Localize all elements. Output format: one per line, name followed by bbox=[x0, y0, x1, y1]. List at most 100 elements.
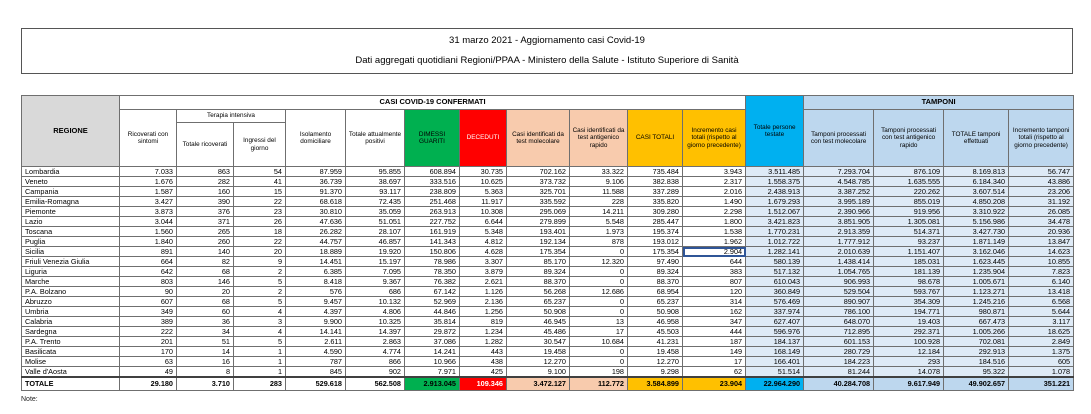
table-cell[interactable]: 36 bbox=[176, 316, 234, 327]
table-cell[interactable]: 4.548.785 bbox=[803, 176, 875, 187]
total-label-cell[interactable]: TOTALE bbox=[21, 376, 120, 391]
table-cell[interactable]: 1 bbox=[233, 366, 286, 378]
table-cell[interactable]: 184.137 bbox=[745, 336, 805, 347]
table-cell[interactable]: 51.051 bbox=[345, 216, 405, 227]
table-cell[interactable]: 2.611 bbox=[285, 336, 346, 347]
table-cell[interactable]: 376 bbox=[176, 206, 234, 217]
table-cell[interactable]: 4.590 bbox=[285, 346, 346, 357]
table-cell[interactable]: 193.012 bbox=[627, 236, 683, 247]
table-cell[interactable]: 41 bbox=[233, 176, 286, 187]
table-cell[interactable]: 5.548 bbox=[569, 216, 628, 227]
table-cell[interactable]: 14 bbox=[176, 346, 234, 357]
table-cell[interactable]: 251.468 bbox=[404, 196, 460, 207]
table-cell[interactable]: 44.757 bbox=[285, 236, 346, 247]
table-cell[interactable]: 702.081 bbox=[943, 336, 1010, 347]
table-cell[interactable]: 17 bbox=[569, 326, 628, 337]
table-cell[interactable]: 46.958 bbox=[627, 316, 683, 327]
table-cell[interactable]: 72.435 bbox=[345, 196, 405, 207]
table-cell[interactable]: 383 bbox=[681, 266, 747, 277]
table-cell[interactable]: 4.397 bbox=[285, 306, 346, 317]
table-cell[interactable]: 642 bbox=[119, 266, 177, 277]
table-cell[interactable]: 1.558.375 bbox=[745, 176, 805, 187]
table-cell[interactable]: 90 bbox=[119, 286, 177, 297]
table-cell[interactable]: 514.371 bbox=[873, 226, 945, 237]
table-cell[interactable]: 605 bbox=[1008, 356, 1075, 367]
table-cell[interactable]: 292.913 bbox=[943, 346, 1010, 357]
table-cell[interactable]: 1.005.266 bbox=[943, 326, 1010, 337]
table-cell[interactable]: 644 bbox=[681, 256, 747, 267]
table-cell[interactable]: 175.354 bbox=[506, 246, 570, 257]
table-cell[interactable]: 1.078 bbox=[1008, 366, 1075, 378]
table-cell[interactable]: 3.943 bbox=[681, 166, 747, 177]
table-cell[interactable]: 443 bbox=[459, 346, 507, 357]
table-cell[interactable]: 2 bbox=[233, 286, 286, 297]
table-cell[interactable]: 3.427 bbox=[119, 196, 177, 207]
table-cell[interactable]: 2.849 bbox=[1008, 336, 1075, 347]
region-name-cell[interactable]: Abruzzo bbox=[21, 296, 120, 307]
table-cell[interactable]: 0 bbox=[569, 296, 628, 307]
table-cell[interactable]: 201 bbox=[119, 336, 177, 347]
table-cell[interactable]: 45.486 bbox=[506, 326, 570, 337]
table-cell[interactable]: 292.371 bbox=[873, 326, 945, 337]
table-cell[interactable]: 1.054.765 bbox=[803, 266, 875, 277]
table-cell[interactable]: 2.016 bbox=[681, 186, 747, 197]
table-cell[interactable]: 1.256 bbox=[459, 306, 507, 317]
table-cell[interactable]: 175.354 bbox=[627, 246, 683, 257]
table-cell[interactable]: 23 bbox=[233, 206, 286, 217]
total-cell[interactable]: 112.772 bbox=[569, 376, 628, 391]
table-cell[interactable]: 88.370 bbox=[627, 276, 683, 287]
table-cell[interactable]: 14.141 bbox=[285, 326, 346, 337]
table-cell[interactable]: 60 bbox=[176, 306, 234, 317]
table-cell[interactable]: 2.438.913 bbox=[745, 186, 805, 197]
table-cell[interactable]: 891 bbox=[119, 246, 177, 257]
table-cell[interactable]: 1.235.904 bbox=[943, 266, 1010, 277]
table-cell[interactable]: 282 bbox=[176, 176, 234, 187]
table-cell[interactable]: 3.607.514 bbox=[943, 186, 1010, 197]
table-cell[interactable]: 285.447 bbox=[627, 216, 683, 227]
region-name-cell[interactable]: Friuli Venezia Giulia bbox=[21, 256, 120, 267]
table-cell[interactable]: 576 bbox=[285, 286, 346, 297]
table-cell[interactable]: 9.367 bbox=[345, 276, 405, 287]
table-cell[interactable]: 3.307 bbox=[459, 256, 507, 267]
table-cell[interactable]: 44.846 bbox=[404, 306, 460, 317]
table-cell[interactable]: 4.774 bbox=[345, 346, 405, 357]
total-cell[interactable]: 23.904 bbox=[681, 376, 747, 391]
table-cell[interactable]: 1.245.216 bbox=[943, 296, 1010, 307]
table-cell[interactable]: 3.310.922 bbox=[943, 206, 1010, 217]
table-cell[interactable]: 93.117 bbox=[345, 186, 405, 197]
table-cell[interactable]: 1 bbox=[233, 346, 286, 357]
table-cell[interactable]: 3.427.730 bbox=[943, 226, 1010, 237]
table-cell[interactable]: 46.857 bbox=[345, 236, 405, 247]
table-cell[interactable]: 3.873 bbox=[119, 206, 177, 217]
table-cell[interactable]: 0 bbox=[569, 306, 628, 317]
table-cell[interactable]: 1.800 bbox=[681, 216, 747, 227]
total-cell[interactable]: 351.221 bbox=[1008, 376, 1075, 391]
table-cell[interactable]: 26 bbox=[233, 216, 286, 227]
table-cell[interactable]: 12.320 bbox=[569, 256, 628, 267]
table-cell[interactable]: 12.270 bbox=[506, 356, 570, 367]
table-cell[interactable]: 20 bbox=[233, 246, 286, 257]
table-cell[interactable]: 803 bbox=[119, 276, 177, 287]
table-cell[interactable]: 47.636 bbox=[285, 216, 346, 227]
region-name-cell[interactable]: Puglia bbox=[21, 236, 120, 247]
table-cell[interactable]: 68 bbox=[176, 266, 234, 277]
table-cell[interactable]: 10.966 bbox=[404, 356, 460, 367]
table-cell[interactable]: 19.920 bbox=[345, 246, 405, 257]
table-cell[interactable]: 360.849 bbox=[745, 286, 805, 297]
table-cell[interactable]: 149 bbox=[681, 346, 747, 357]
table-cell[interactable]: 3.162.046 bbox=[943, 246, 1010, 257]
table-cell[interactable]: 31.192 bbox=[1008, 196, 1075, 207]
table-cell[interactable]: 390 bbox=[176, 196, 234, 207]
table-cell[interactable]: 160 bbox=[176, 186, 234, 197]
table-cell[interactable]: 845 bbox=[285, 366, 346, 378]
total-cell[interactable]: 109.346 bbox=[459, 376, 507, 391]
table-cell[interactable]: 3.995.189 bbox=[803, 196, 875, 207]
table-cell[interactable]: 866 bbox=[345, 356, 405, 367]
total-cell[interactable]: 562.508 bbox=[345, 376, 405, 391]
table-cell[interactable]: 7.293.704 bbox=[803, 166, 875, 177]
table-cell[interactable]: 10.132 bbox=[345, 296, 405, 307]
table-cell[interactable]: 4 bbox=[233, 306, 286, 317]
table-cell[interactable]: 0 bbox=[569, 346, 628, 357]
table-cell[interactable]: 1.012.722 bbox=[745, 236, 805, 247]
table-cell[interactable]: 146 bbox=[176, 276, 234, 287]
